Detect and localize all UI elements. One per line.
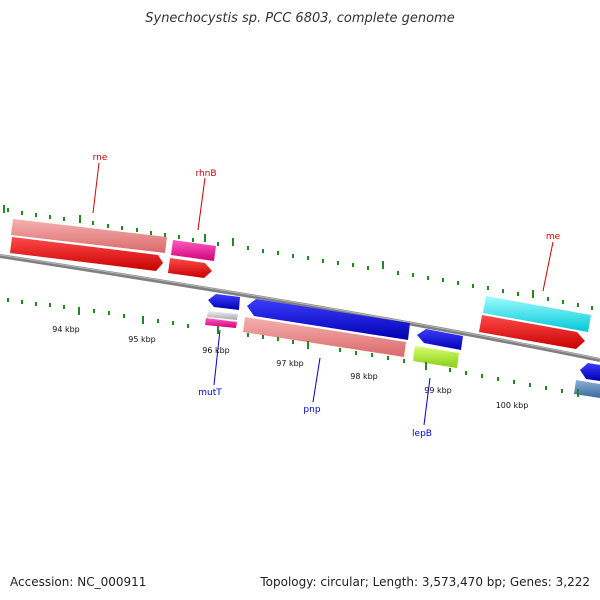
- footer-accession: Accession: NC_000911: [10, 575, 146, 589]
- reverse-gene-labels: mutT pnp lepB: [198, 329, 432, 439]
- genome-backbone-highlight: [0, 254, 600, 360]
- mutT-leader-line: [213, 329, 221, 386]
- gene-rhnB-segment[interactable]: [171, 240, 216, 261]
- gene-lepB-segment[interactable]: [413, 346, 459, 368]
- gene-label-mutT[interactable]: mutT: [198, 388, 222, 398]
- lower-tick-ruler: [7, 298, 579, 397]
- upper-tick-ruler: [3, 205, 593, 310]
- lepB-leader-line: [423, 377, 431, 426]
- gene-grey-small[interactable]: [207, 311, 238, 320]
- gene-pnp-segment[interactable]: [243, 317, 406, 357]
- ruler-label-96: 96 kbp: [202, 346, 230, 355]
- lower-major-ticks: [78, 307, 579, 397]
- gene-me-arrow[interactable]: [479, 315, 585, 349]
- pnp-leader-line: [312, 357, 321, 403]
- gene-rhnB-arrow[interactable]: [168, 258, 212, 278]
- gene-me-segment[interactable]: [483, 296, 591, 332]
- gene-label-rne[interactable]: rne: [93, 153, 108, 163]
- gene-edge-blue-arrow[interactable]: [580, 363, 600, 381]
- gene-magenta-small[interactable]: [205, 318, 237, 328]
- rhnB-leader-line: [197, 177, 206, 231]
- ruler-label-98: 98 kbp: [350, 372, 378, 381]
- gene-pnp-arrow[interactable]: [247, 299, 410, 340]
- gene-label-rhnB[interactable]: rhnB: [195, 169, 216, 179]
- forward-strand-genes: [10, 219, 591, 349]
- upper-major-ticks: [3, 205, 534, 298]
- gene-mutT-arrow[interactable]: [208, 294, 240, 310]
- gene-rne-arrow[interactable]: [10, 237, 163, 271]
- lower-minor-ticks: [7, 298, 563, 393]
- ruler-label-99: 99 kbp: [424, 386, 452, 395]
- gene-label-lepB[interactable]: lepB: [412, 429, 432, 439]
- upper-minor-ticks: [7, 208, 593, 310]
- map-title: Synechocystis sp. PCC 6803, complete gen…: [145, 11, 454, 26]
- rne-leader-line: [92, 162, 100, 214]
- me-leader-line: [542, 241, 554, 292]
- gene-label-pnp[interactable]: pnp: [303, 405, 320, 415]
- forward-gene-labels: rne rhnB me: [92, 153, 561, 292]
- ruler-label-95: 95 kbp: [128, 335, 156, 344]
- gene-label-me[interactable]: me: [546, 232, 561, 242]
- gene-lepB-blue-arrow[interactable]: [417, 329, 463, 350]
- gene-edge-steel-segment[interactable]: [574, 380, 600, 398]
- ruler-label-97: 97 kbp: [276, 359, 304, 368]
- reverse-strand-genes: [205, 294, 600, 398]
- footer-topology: Topology: circular; Length: 3,573,470 bp…: [259, 575, 590, 589]
- gene-rne-segment[interactable]: [11, 219, 167, 253]
- ruler-label-94: 94 kbp: [52, 325, 80, 334]
- ruler-label-100: 100 kbp: [496, 401, 529, 410]
- genome-backbone: [0, 254, 600, 362]
- ruler-labels: 94 kbp 95 kbp 96 kbp 97 kbp 98 kbp 99 kb…: [52, 325, 528, 410]
